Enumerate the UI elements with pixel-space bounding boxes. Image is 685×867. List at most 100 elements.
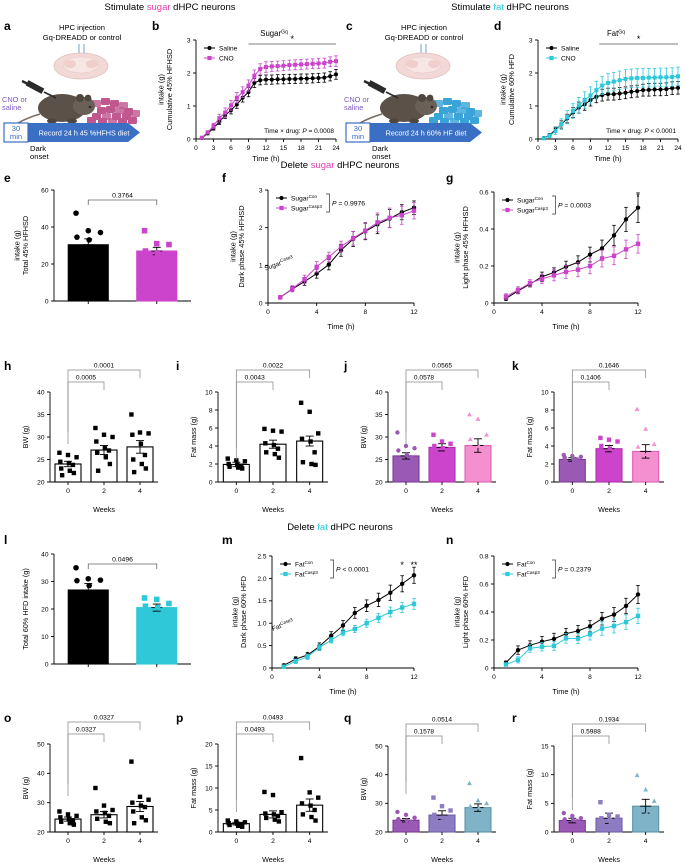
x-tick-label: 2 [607, 488, 611, 495]
y-tick-label: 40 [41, 224, 49, 231]
series-0-point [304, 76, 309, 81]
p-bracket-1 [405, 369, 479, 432]
y-tick-label: 0 [187, 136, 191, 143]
p-bracket [552, 195, 556, 215]
section-title-prefix: Delete [280, 160, 311, 171]
y-tick-label: 20 [37, 479, 45, 486]
scatter-point [225, 818, 230, 823]
y-tick-label: 35 [375, 412, 383, 419]
legend-marker-0 [207, 45, 212, 51]
x-tick-label: 2 [440, 488, 444, 495]
series-0-point [399, 581, 405, 586]
legend-label-0: Saline [219, 45, 238, 52]
scatter-point [131, 809, 136, 814]
panel-letter-f: f [222, 171, 226, 185]
scatter-point [481, 459, 487, 464]
scatter-point [94, 439, 99, 444]
scatter-point [598, 799, 603, 805]
x-tick-label: 4 [540, 309, 544, 316]
scatter-point [142, 452, 148, 458]
significance-marker: * [290, 34, 294, 44]
scatter-point [441, 824, 446, 829]
significance-marker: * [637, 34, 641, 44]
y-axis-label: intake (g) [13, 230, 22, 260]
section-title-suffix: dHPC neurons [170, 2, 236, 13]
scatter-point [467, 780, 472, 786]
scatter-point [85, 575, 92, 582]
scatter-point [651, 441, 657, 447]
series-1-point [350, 236, 356, 241]
y-tick-label: 10 [205, 389, 213, 396]
legend-marker-1 [279, 205, 284, 211]
p-bracket [552, 559, 556, 579]
scatter-point [239, 463, 244, 468]
scatter-point [405, 824, 410, 829]
scatter-point [644, 811, 649, 816]
x-tick-label: 18 [297, 145, 305, 152]
chart-q: 20 30 40 50 0 2 4 0.1578 0.0514 Weeks BW (g) [352, 714, 504, 864]
y-tick-label: 0 [45, 661, 49, 668]
scatter-point [444, 448, 450, 453]
scatter-point [103, 455, 108, 460]
series-1-point [515, 657, 521, 663]
legend-label-1: CNO [561, 55, 576, 62]
scatter-point [270, 428, 276, 433]
scatter-point [107, 821, 113, 826]
series-0-point [376, 597, 381, 603]
scatter-point [101, 432, 107, 437]
scatter-point [142, 603, 149, 610]
y-tick-label: 0 [209, 829, 213, 836]
series-0-point [617, 91, 622, 96]
annotation-label: Time × drug: P < 0.0001 [606, 128, 676, 135]
panel-letter-d: d [494, 19, 502, 33]
series-1-point [587, 263, 593, 269]
scatter-point [477, 818, 483, 823]
needle-left-icon [78, 44, 80, 58]
series-line-0 [279, 207, 415, 298]
y-tick-label: 20 [41, 261, 49, 268]
chart-p: 0 5 10 15 20 0 2 4 0.0493 0.0493 Weeks Fat mass (g) [184, 714, 336, 864]
legend-label-1: CNO [219, 55, 234, 62]
series-1-point [293, 62, 298, 67]
scatter-point [309, 461, 314, 467]
bar-0 [67, 244, 109, 302]
scatter-point [162, 607, 169, 614]
series-1-point [629, 76, 634, 81]
x-tick-label: 24 [674, 145, 682, 152]
series-1-point [617, 78, 622, 83]
series-0-point [299, 76, 303, 81]
x-tick-label: 12 [410, 674, 418, 681]
series-1-point [611, 79, 616, 84]
scatter-point [163, 257, 170, 264]
series-0-point [314, 271, 319, 276]
scatter-point [313, 818, 318, 823]
dark-onset-line2: onset [30, 152, 49, 161]
scatter-point [635, 807, 641, 813]
series-1-point [547, 133, 552, 138]
series-0-point [623, 217, 629, 222]
scatter-point [129, 759, 134, 764]
scatter-point [408, 819, 414, 825]
scatter-point [70, 462, 76, 468]
series-0-point [352, 610, 358, 616]
scatter-point [412, 815, 417, 820]
series-1-point [223, 110, 228, 115]
scatter-point [403, 812, 409, 817]
p-bracket [87, 563, 158, 569]
scatter-point [110, 434, 115, 440]
scatter-point [166, 241, 172, 248]
scatter-point [130, 800, 135, 805]
scatter-point [264, 450, 269, 455]
p-bracket-0 [67, 733, 105, 796]
x-tick-label: 2 [102, 838, 106, 845]
p-bracket-0 [405, 735, 443, 794]
p-value-label-0: 0.0043 [245, 375, 266, 382]
scatter-point [74, 455, 79, 460]
x-tick-label: 2 [102, 488, 106, 495]
scatter-point [65, 812, 71, 817]
x-tick-label: 0 [570, 488, 574, 495]
scatter-point [563, 458, 568, 463]
